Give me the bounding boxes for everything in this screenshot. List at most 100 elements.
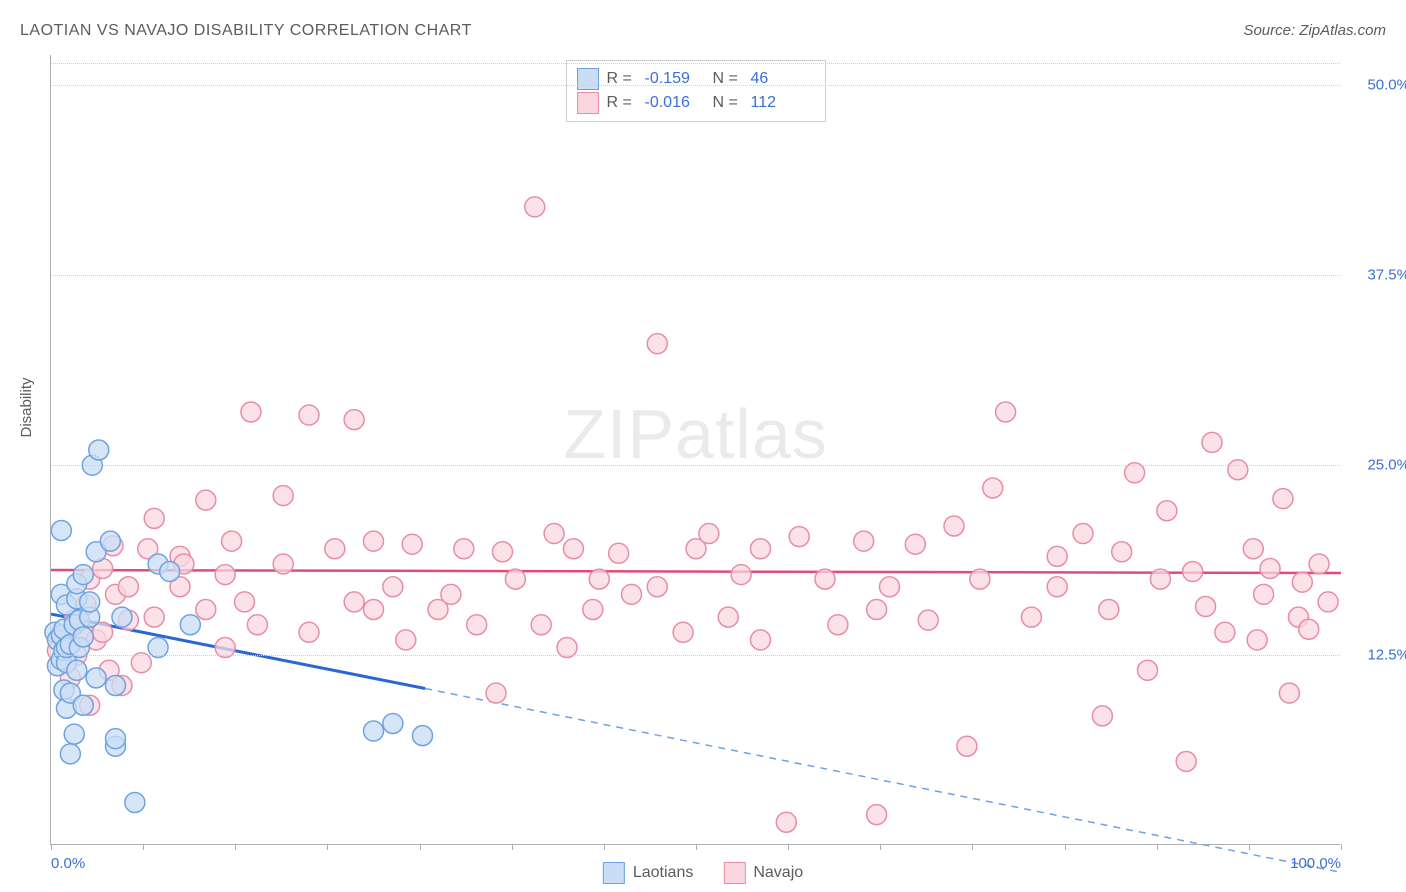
data-point <box>1299 619 1319 639</box>
data-point <box>854 531 874 551</box>
data-point <box>222 531 242 551</box>
data-point <box>1138 660 1158 680</box>
data-point <box>51 521 71 541</box>
data-point <box>402 534 422 554</box>
x-tick <box>1157 844 1158 850</box>
x-tick <box>51 844 52 850</box>
chart-svg <box>51 55 1340 844</box>
data-point <box>970 569 990 589</box>
legend-label: Laotians <box>633 864 694 882</box>
data-point <box>86 668 106 688</box>
data-point <box>996 402 1016 422</box>
gridline <box>51 63 1340 64</box>
x-tick-label: 0.0% <box>51 855 85 872</box>
gridline <box>51 85 1340 86</box>
data-point <box>1092 706 1112 726</box>
x-tick <box>788 844 789 850</box>
y-tick-label: 37.5% <box>1350 267 1406 284</box>
data-point <box>1047 577 1067 597</box>
y-tick-label: 12.5% <box>1350 647 1406 664</box>
data-point <box>1047 546 1067 566</box>
data-point <box>215 565 235 585</box>
data-point <box>1183 562 1203 582</box>
data-point <box>867 805 887 825</box>
data-point <box>73 627 93 647</box>
data-point <box>273 554 293 574</box>
data-point <box>673 622 693 642</box>
data-point <box>1228 460 1248 480</box>
data-point <box>1273 489 1293 509</box>
data-point <box>325 539 345 559</box>
legend-series: Laotians Navajo <box>603 862 803 884</box>
data-point <box>544 524 564 544</box>
data-point <box>60 744 80 764</box>
data-point <box>609 543 629 563</box>
x-tick <box>880 844 881 850</box>
legend-swatch <box>603 862 625 884</box>
data-point <box>828 615 848 635</box>
data-point <box>364 600 384 620</box>
data-point <box>299 405 319 425</box>
source-label: Source: ZipAtlas.com <box>1243 22 1386 39</box>
data-point <box>344 410 364 430</box>
x-tick <box>1249 844 1250 850</box>
data-point <box>789 527 809 547</box>
data-point <box>1196 596 1216 616</box>
data-point <box>699 524 719 544</box>
data-point <box>180 615 200 635</box>
data-point <box>647 334 667 354</box>
y-axis-label: Disability <box>18 377 35 437</box>
legend-swatch <box>577 92 599 114</box>
data-point <box>1260 559 1280 579</box>
data-point <box>396 630 416 650</box>
x-tick-label: 100.0% <box>1290 855 1341 872</box>
data-point <box>89 440 109 460</box>
data-point <box>1112 542 1132 562</box>
x-tick <box>512 844 513 850</box>
x-tick <box>696 844 697 850</box>
data-point <box>583 600 603 620</box>
data-point <box>1202 432 1222 452</box>
data-point <box>525 197 545 217</box>
plot-area: ZIPatlas R =-0.159N =46R =-0.016N =112 1… <box>50 55 1340 845</box>
data-point <box>486 683 506 703</box>
data-point <box>731 565 751 585</box>
data-point <box>1073 524 1093 544</box>
data-point <box>1157 501 1177 521</box>
data-point <box>144 607 164 627</box>
data-point <box>531 615 551 635</box>
data-point <box>100 531 120 551</box>
data-point <box>80 592 100 612</box>
data-point <box>647 577 667 597</box>
data-point <box>493 542 513 562</box>
x-tick <box>972 844 973 850</box>
x-tick <box>327 844 328 850</box>
data-point <box>235 592 255 612</box>
data-point <box>118 577 138 597</box>
legend-item: Navajo <box>723 862 803 884</box>
legend-item: Laotians <box>603 862 694 884</box>
legend-swatch <box>577 68 599 90</box>
data-point <box>776 812 796 832</box>
data-point <box>563 539 583 559</box>
data-point <box>1099 600 1119 620</box>
data-point <box>1279 683 1299 703</box>
data-point <box>144 508 164 528</box>
data-point <box>273 486 293 506</box>
data-point <box>196 600 216 620</box>
data-point <box>112 607 132 627</box>
data-point <box>751 630 771 650</box>
x-tick <box>1065 844 1066 850</box>
data-point <box>1318 592 1338 612</box>
y-tick-label: 25.0% <box>1350 457 1406 474</box>
data-point <box>413 726 433 746</box>
data-point <box>1215 622 1235 642</box>
data-point <box>880 577 900 597</box>
data-point <box>467 615 487 635</box>
data-point <box>622 584 642 604</box>
legend-label: Navajo <box>753 864 803 882</box>
data-point <box>247 615 267 635</box>
legend-swatch <box>723 862 745 884</box>
data-point <box>73 565 93 585</box>
data-point <box>364 721 384 741</box>
